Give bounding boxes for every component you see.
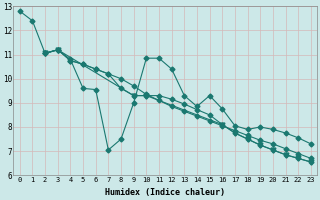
X-axis label: Humidex (Indice chaleur): Humidex (Indice chaleur) xyxy=(105,188,225,197)
